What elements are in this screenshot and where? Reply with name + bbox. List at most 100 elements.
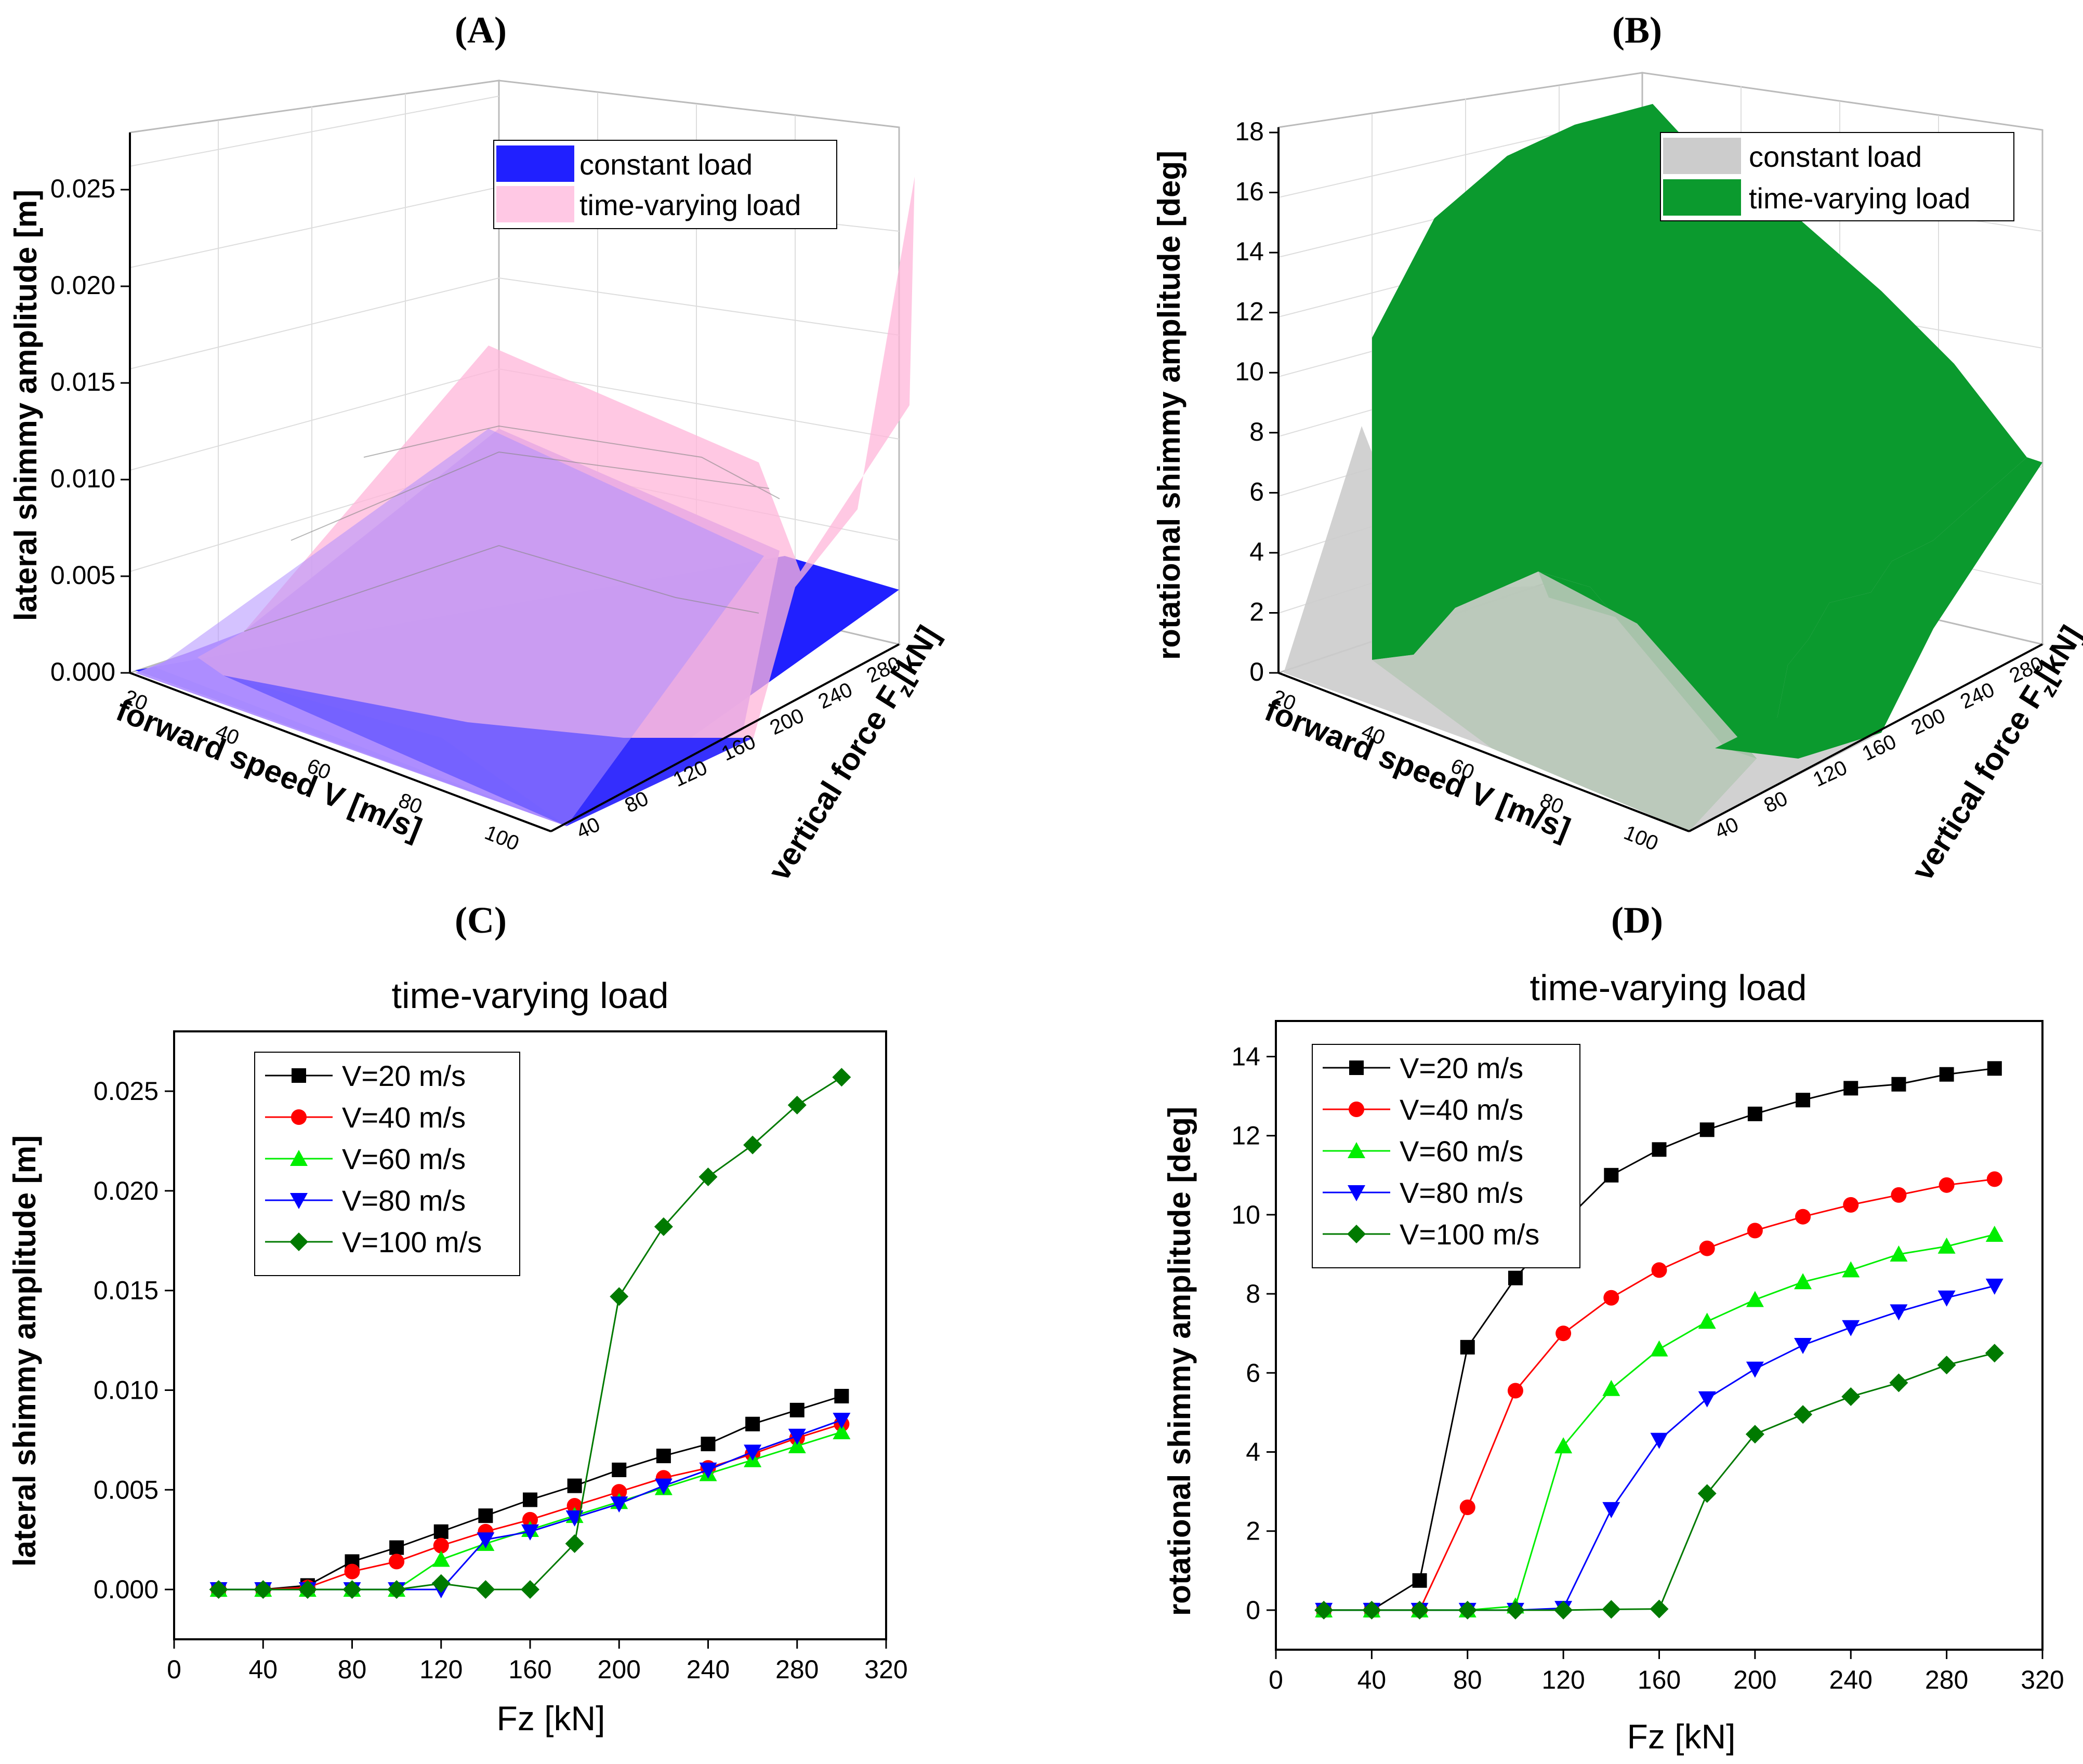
data-point [1985,1278,2003,1295]
x-tick-label: 200 [1733,1665,1776,1694]
series-v-40-m-s [1316,1171,2002,1618]
panel-c-chart: time-varying load lateral shimmy amplitu… [7,975,908,1738]
y-tick-label: 6 [1246,1358,1260,1387]
legend-marker [289,1232,308,1251]
z-tick-label: 4 [1249,537,1264,566]
x-tick-label: 280 [1925,1665,1968,1694]
legend-label: V=60 m/s [342,1143,466,1175]
z-tick-label: 0.020 [50,271,115,300]
legend-entry: V=100 m/s [265,1226,482,1258]
data-point [1794,1273,1812,1290]
x-tick-label: 120 [419,1655,463,1684]
y-tick-label: 10 [1231,1200,1260,1229]
panel-d-x-axis-title: Fz [kN] [1627,1717,1736,1756]
data-point [743,1135,762,1155]
data-point [744,1444,762,1461]
data-point [1746,1291,1764,1307]
data-point [565,1510,584,1527]
data-point [1602,1502,1620,1518]
legend-entry: V=20 m/s [1323,1052,1523,1084]
data-point [1698,1312,1716,1329]
data-point [1842,1261,1860,1278]
y-tick-label: 0.010 [94,1375,159,1404]
data-point [1891,1187,1907,1203]
data-point [788,1428,806,1445]
data-point [1602,1600,1621,1619]
data-point [1794,1338,1812,1355]
panel-d-title: time-varying load [1530,967,1807,1008]
z-tick-label: 8 [1249,417,1264,446]
panel-a-legend-swatch-constant [496,145,574,182]
panel-a-surface-mesh [244,425,780,632]
data-point [1987,1061,2002,1076]
z-tick-label: 14 [1235,237,1264,266]
legend-entry: V=80 m/s [265,1184,466,1217]
data-point [1604,1168,1619,1183]
series-line [1324,1352,1995,1611]
x-tick-label: 160 [508,1655,551,1684]
legend-marker [290,1150,308,1166]
data-point [1985,1344,2004,1363]
data-point [1412,1573,1427,1588]
legend-label: V=60 m/s [1400,1135,1523,1168]
data-point [787,1095,807,1115]
data-point [1795,1209,1811,1225]
data-point [1745,1425,1764,1444]
legend-label: V=20 m/s [342,1059,466,1092]
z-tick-label: 6 [1249,477,1264,506]
data-point [1554,1600,1573,1620]
z-tick-label: 0.015 [50,367,115,396]
y-tick-label: 0 [1246,1596,1260,1625]
data-point [522,1511,538,1528]
data-point [389,1540,404,1555]
panel-d-x-ticks: 0 40 80 120 160 200 240 280 320 [1269,1650,2064,1694]
legend-entry: V=40 m/s [265,1101,466,1134]
data-point [1508,1270,1523,1285]
data-point [1458,1600,1477,1620]
panel-b-legend-swatch-time-varying [1663,179,1741,216]
legend-entry: V=80 m/s [1323,1176,1523,1209]
panel-d-series [1314,1061,2004,1620]
z-tick-label: 2 [1249,597,1264,626]
panel-b-x-axis [1278,672,1690,832]
legend-marker [291,1109,307,1125]
data-point [1699,1240,1715,1256]
data-point [1843,1081,1858,1096]
data-point [1460,1339,1475,1355]
z-tick-label: 18 [1235,117,1264,146]
z-tick-label: 0.010 [50,464,115,493]
data-point [432,1550,450,1567]
data-point [1747,1223,1763,1239]
data-point [1314,1600,1334,1620]
legend-marker [1349,1060,1364,1075]
data-point [476,1580,495,1599]
data-point [1889,1373,1908,1392]
data-point [612,1462,627,1477]
data-point [344,1563,360,1580]
y-tick-label: 4 [1246,1437,1260,1466]
data-point [832,1068,851,1087]
data-point [1555,1325,1572,1342]
data-point [1796,1093,1811,1108]
x-tick-label: 100 [481,821,522,855]
x-tick-label: 240 [1829,1665,1873,1694]
data-point [1747,1106,1762,1121]
data-point [610,1496,628,1513]
panel-c-y-ticks: 0.000 0.005 0.010 0.015 0.020 0.025 [94,1077,174,1604]
legend-label: V=100 m/s [342,1226,482,1258]
data-point [523,1492,537,1507]
data-point [1603,1290,1619,1306]
panel-c-x-axis-title: Fz [kN] [497,1699,605,1738]
data-point [1507,1383,1523,1399]
legend-label: V=40 m/s [1400,1093,1523,1126]
panel-label-b: (B) [1612,9,1662,51]
z-tick-label: 0 [1249,657,1264,686]
data-point [1602,1380,1620,1396]
y-tick-label: 0.005 [94,1475,159,1504]
x-tick-label: 320 [2021,1665,2064,1694]
panel-b-z-axis-title: rotational shimmy amplitude [deg] [1152,151,1186,660]
x-tick-label: 0 [1269,1665,1283,1694]
z-tick-label: 0.005 [50,561,115,590]
data-point [389,1554,405,1570]
